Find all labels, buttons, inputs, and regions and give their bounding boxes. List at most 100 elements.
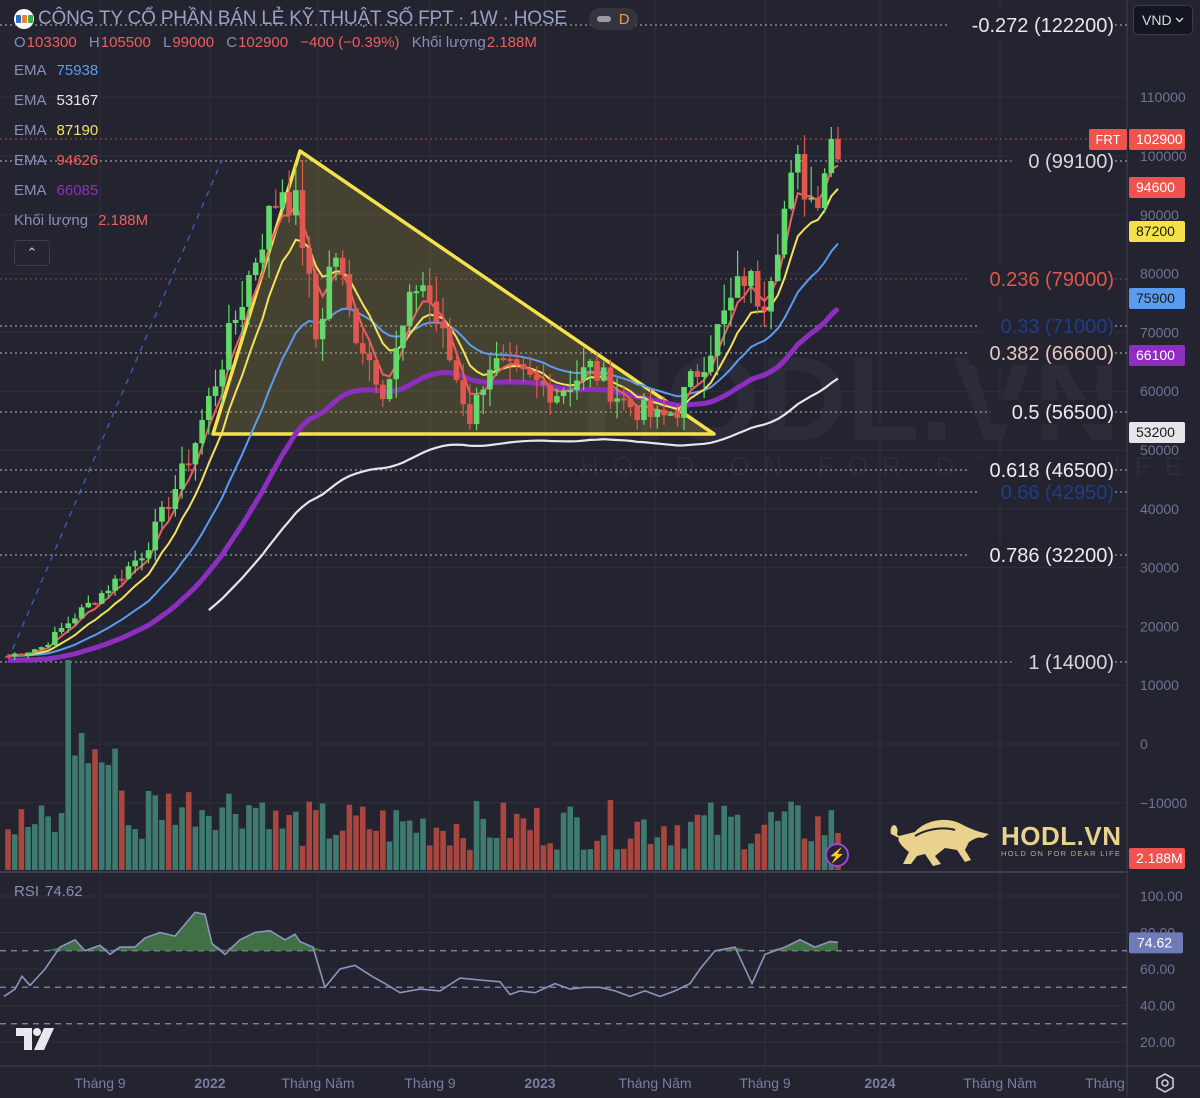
candle-body[interactable] bbox=[212, 386, 219, 396]
volume-bar[interactable] bbox=[179, 807, 185, 870]
volume-bar[interactable] bbox=[634, 821, 640, 870]
candle-body[interactable] bbox=[386, 379, 393, 400]
volume-bar[interactable] bbox=[446, 845, 453, 870]
candle-body[interactable] bbox=[681, 386, 687, 418]
candle-body[interactable] bbox=[520, 363, 527, 370]
candle-body[interactable] bbox=[480, 389, 487, 395]
candle-body[interactable] bbox=[152, 521, 159, 551]
candle-body[interactable] bbox=[92, 602, 98, 605]
volume-bar[interactable] bbox=[366, 829, 373, 870]
volume-bar[interactable] bbox=[406, 820, 413, 870]
candle-body[interactable] bbox=[721, 310, 728, 325]
candle-body[interactable] bbox=[654, 409, 661, 418]
candle-body[interactable] bbox=[145, 550, 152, 559]
volume-bar[interactable] bbox=[313, 810, 319, 870]
volume-bar[interactable] bbox=[600, 835, 607, 870]
candle-body[interactable] bbox=[500, 358, 507, 361]
indicator-ema-5[interactable]: EMA 66085 bbox=[14, 176, 638, 206]
candle-body[interactable] bbox=[674, 413, 681, 418]
candle-body[interactable] bbox=[25, 652, 31, 656]
candle-body[interactable] bbox=[179, 463, 185, 490]
candle-body[interactable] bbox=[761, 306, 768, 312]
candle-body[interactable] bbox=[467, 404, 473, 425]
candle-body[interactable] bbox=[426, 285, 433, 302]
volume-bar[interactable] bbox=[239, 828, 246, 870]
candle-body[interactable] bbox=[132, 560, 138, 567]
candle-body[interactable] bbox=[279, 192, 286, 208]
volume-bar[interactable] bbox=[266, 829, 272, 870]
candle-body[interactable] bbox=[574, 380, 580, 391]
volume-bar[interactable] bbox=[547, 843, 553, 870]
candle-body[interactable] bbox=[487, 369, 493, 390]
volume-bar[interactable] bbox=[614, 849, 620, 870]
candle-body[interactable] bbox=[667, 413, 674, 416]
candle-body[interactable] bbox=[139, 558, 145, 561]
tradingview-logo-icon[interactable] bbox=[16, 1028, 56, 1055]
candle-body[interactable] bbox=[607, 367, 614, 402]
volume-bar[interactable] bbox=[192, 826, 199, 870]
candle-body[interactable] bbox=[219, 369, 225, 387]
volume-bar[interactable] bbox=[774, 820, 781, 870]
volume-bar[interactable] bbox=[246, 805, 252, 870]
candle-body[interactable] bbox=[172, 489, 179, 510]
volume-bar[interactable] bbox=[380, 810, 386, 870]
volume-bar[interactable] bbox=[480, 818, 487, 870]
volume-bar[interactable] bbox=[473, 801, 480, 870]
volume-bar[interactable] bbox=[520, 818, 527, 870]
candle-body[interactable] bbox=[748, 270, 754, 286]
candle-body[interactable] bbox=[319, 318, 326, 340]
volume-bar[interactable] bbox=[219, 807, 225, 870]
volume-bar[interactable] bbox=[199, 810, 205, 870]
volume-bar[interactable] bbox=[78, 732, 85, 870]
candle-body[interactable] bbox=[31, 649, 38, 653]
candle-body[interactable] bbox=[808, 197, 815, 200]
volume-bar[interactable] bbox=[185, 792, 192, 870]
volume-bar[interactable] bbox=[493, 837, 500, 870]
volume-bar[interactable] bbox=[507, 837, 513, 870]
lightning-icon[interactable]: ⚡ bbox=[825, 843, 849, 867]
volume-bar[interactable] bbox=[306, 801, 313, 870]
volume-bar[interactable] bbox=[701, 815, 707, 870]
volume-bar[interactable] bbox=[440, 830, 446, 870]
candle-body[interactable] bbox=[533, 374, 540, 381]
candle-body[interactable] bbox=[266, 205, 272, 250]
candle-body[interactable] bbox=[634, 407, 640, 421]
volume-bar[interactable] bbox=[85, 763, 92, 870]
volume-bar[interactable] bbox=[781, 811, 788, 870]
indicator-ema-1[interactable]: EMA 75938 bbox=[14, 56, 638, 86]
candle-body[interactable] bbox=[701, 372, 707, 377]
volume-bar[interactable] bbox=[487, 837, 493, 870]
candle-body[interactable] bbox=[5, 655, 11, 658]
candle-body[interactable] bbox=[614, 398, 620, 402]
volume-bar[interactable] bbox=[560, 812, 567, 870]
candle-body[interactable] bbox=[594, 361, 600, 381]
candle-body[interactable] bbox=[45, 644, 51, 648]
volume-bar[interactable] bbox=[293, 811, 299, 870]
candle-body[interactable] bbox=[406, 291, 413, 326]
candle-body[interactable] bbox=[306, 247, 313, 274]
volume-bar[interactable] bbox=[748, 843, 754, 870]
volume-bar[interactable] bbox=[373, 830, 379, 870]
volume-bar[interactable] bbox=[513, 813, 520, 870]
candle-body[interactable] bbox=[165, 506, 172, 510]
volume-bar[interactable] bbox=[754, 833, 761, 870]
candle-body[interactable] bbox=[206, 395, 212, 421]
volume-bar[interactable] bbox=[621, 848, 627, 870]
candle-body[interactable] bbox=[768, 281, 774, 312]
volume-bar[interactable] bbox=[333, 834, 339, 870]
volume-bar[interactable] bbox=[400, 821, 406, 870]
volume-bar[interactable] bbox=[674, 825, 681, 870]
candle-body[interactable] bbox=[359, 343, 366, 354]
candle-body[interactable] bbox=[734, 276, 741, 298]
candle-body[interactable] bbox=[788, 172, 794, 209]
candle-body[interactable] bbox=[527, 369, 533, 375]
volume-bar[interactable] bbox=[808, 841, 815, 870]
candle-body[interactable] bbox=[52, 631, 58, 645]
candle-body[interactable] bbox=[199, 420, 205, 444]
candle-body[interactable] bbox=[774, 254, 781, 282]
candle-body[interactable] bbox=[11, 653, 18, 656]
candle-body[interactable] bbox=[560, 390, 567, 397]
volume-bar[interactable] bbox=[453, 824, 460, 870]
settings-gear-icon[interactable] bbox=[1155, 1073, 1175, 1098]
volume-bar[interactable] bbox=[413, 832, 420, 870]
